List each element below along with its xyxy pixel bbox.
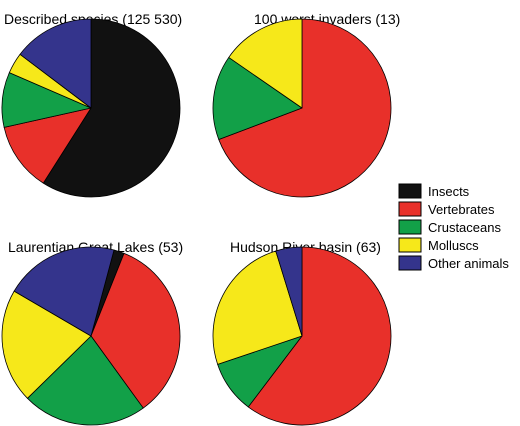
pie-slice-vertebrates xyxy=(218,18,392,198)
legend: Insects Vertebrates Crustaceans Molluscs… xyxy=(398,183,509,271)
pie-slice-vertebrates xyxy=(3,107,92,184)
legend-label-insects: Insects xyxy=(428,184,470,199)
pie-slice-other-animals xyxy=(13,246,115,337)
pie-slice-crustaceans xyxy=(27,335,144,426)
pie-3: Laurentian Great Lakes (53) xyxy=(1,239,183,426)
pie-2: 100 worst invaders (13) xyxy=(212,11,400,198)
legend-label-molluscs: Molluscs xyxy=(428,238,479,253)
pie-slice-vertebrates xyxy=(90,252,181,409)
legend-label-vertebrates: Vertebrates xyxy=(428,202,495,217)
pie-slice-molluscs xyxy=(212,250,303,365)
pie-slice-crustaceans xyxy=(212,57,303,140)
pie-slice-other-animals xyxy=(275,246,303,337)
legend-swatch-other-animals xyxy=(398,255,422,271)
pie-1: Described species (125 530) xyxy=(1,11,182,198)
legend-label-crustaceans: Crustaceans xyxy=(428,220,501,235)
pie-slice-molluscs xyxy=(1,290,92,399)
legend-swatch-molluscs xyxy=(398,237,422,253)
pie-slice-other-animals xyxy=(19,18,92,109)
pie-slice-insects xyxy=(42,18,181,198)
pie-slice-vertebrates xyxy=(247,246,392,426)
legend-swatch-insects xyxy=(398,183,422,199)
legend-swatch-vertebrates xyxy=(398,201,422,217)
legend-label-other-animals: Other animals xyxy=(428,256,509,271)
legend-swatch-crustaceans xyxy=(398,219,422,235)
pie-slice-molluscs xyxy=(228,18,303,109)
pie-4: Hudson River basin (63) xyxy=(212,239,392,426)
